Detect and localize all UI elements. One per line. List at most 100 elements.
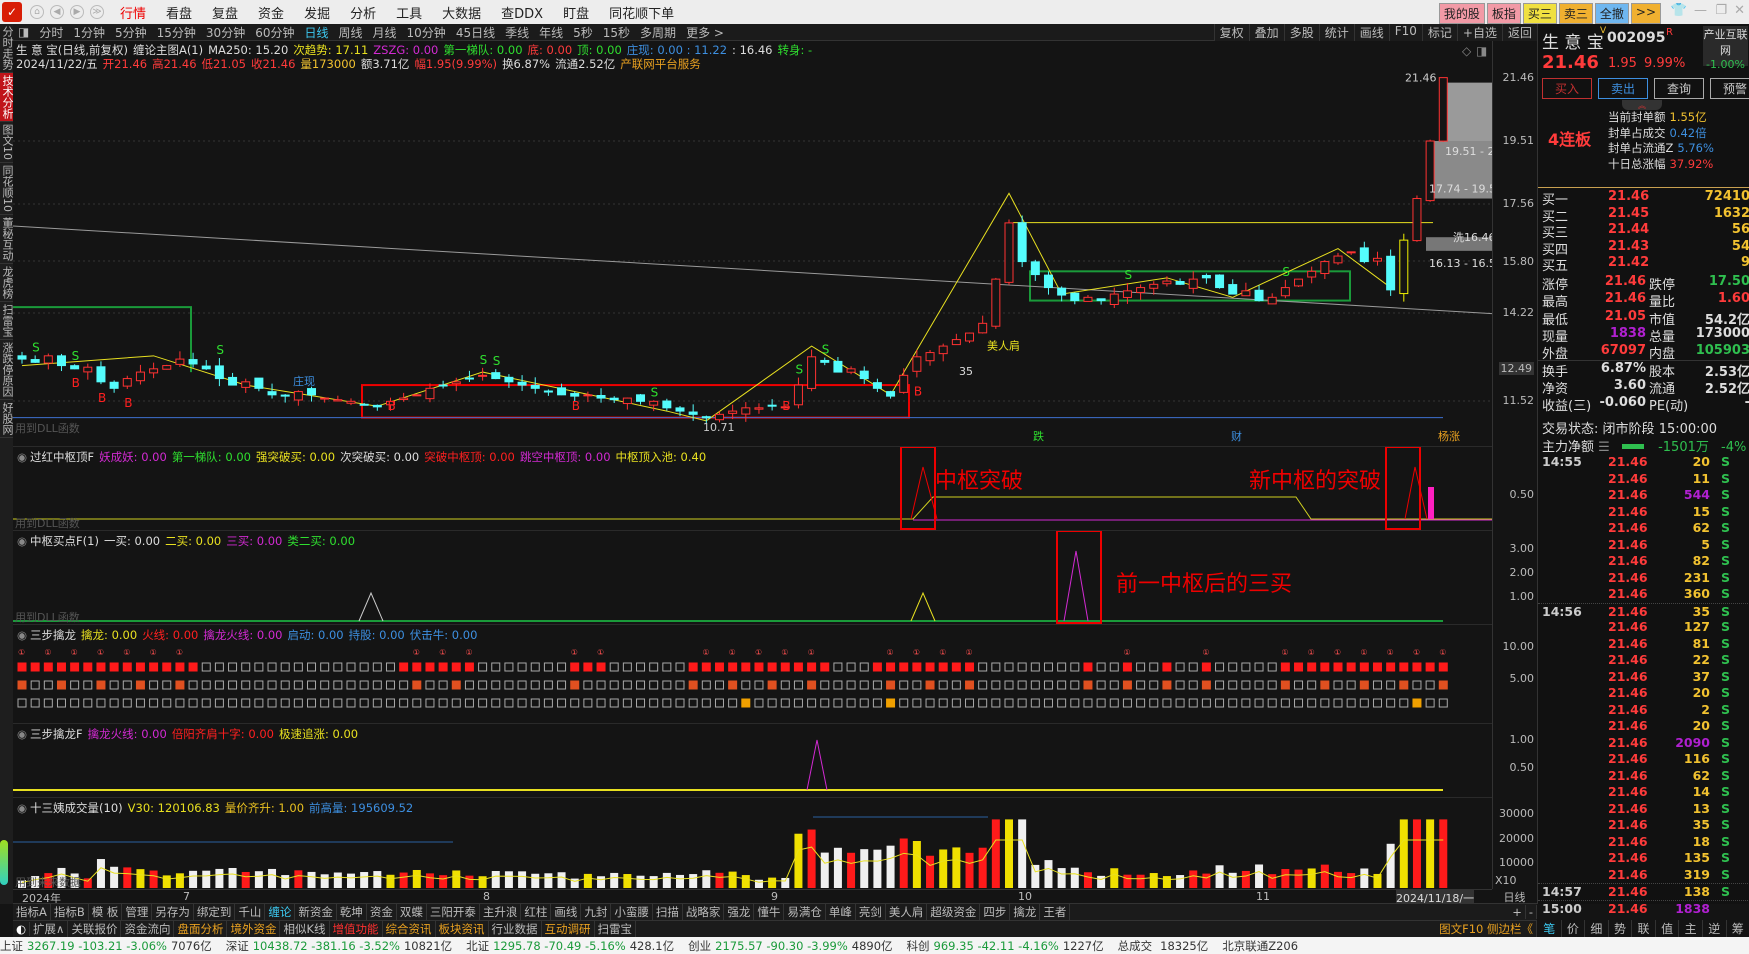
period-tab[interactable]: 年线 (539, 25, 564, 40)
indicator-tab[interactable]: 四步 (980, 904, 1011, 920)
period-tab[interactable]: 多周期 (640, 25, 677, 40)
sidebar-toggle[interactable]: 图文F10 侧边栏《 (1436, 921, 1537, 937)
indicator-tab[interactable]: 绑定到 (194, 904, 236, 920)
menu-item[interactable]: 大数据 (442, 6, 482, 22)
bid-row[interactable]: 买二 21.45 1632 (1538, 206, 1749, 225)
period-tab[interactable]: 季线 (505, 25, 530, 40)
extension-tab[interactable]: 扩展∧ (30, 921, 69, 937)
indicator-tab[interactable]: 小蛮腰 (611, 904, 653, 920)
indicator-tab[interactable]: 懂牛 (754, 904, 785, 920)
menu-item[interactable]: 分析 (350, 6, 377, 22)
extension-tab[interactable]: 扫雷宝 (595, 921, 637, 937)
side-tab[interactable]: 同花顺10 (0, 163, 14, 215)
chart-tool-button[interactable]: 复权 (1213, 24, 1249, 41)
tick-list[interactable]: 14:55 21.46 20 S 21.46 11 S 21.46 544 S 21.46 15 S 21… (1538, 454, 1749, 916)
indicator-name[interactable]: 中枢买点F(1) (30, 534, 99, 548)
quick-button[interactable]: 卖三 (1558, 3, 1593, 24)
menu-item[interactable]: 同花顺下单 (609, 6, 675, 22)
indicator-pane-zhongshu-top[interactable]: ◉ 过红中枢顶F 妖成妖: 0.00 第一梯队: 0.00 强突破买: 0.00 次突破买… (13, 446, 1492, 530)
index-quote[interactable]: 总成交 18325亿 (1118, 938, 1209, 954)
zoom-in-button[interactable]: + (1509, 905, 1526, 919)
indicator-tab[interactable]: 新资金 (295, 904, 337, 920)
extension-tab[interactable]: 关联报价 (68, 921, 122, 937)
side-tab[interactable]: 分时走势 (0, 24, 14, 73)
period-tab[interactable]: 更多 > (686, 25, 724, 40)
bid-row[interactable]: 买五 21.42 9 (1538, 255, 1749, 274)
trade-button[interactable]: 卖出 (1598, 78, 1649, 99)
index-quote[interactable]: 北证 1295.78 -70.49 -5.16% 428.1亿 (466, 938, 674, 954)
indicator-tab[interactable]: 主升浪 (480, 904, 522, 920)
detail-tab[interactable]: 价 (1562, 920, 1586, 937)
chart-tool-button[interactable]: F10 (1388, 24, 1422, 41)
extension-tab[interactable]: 资金流向 (121, 921, 175, 937)
detail-tab[interactable]: 细 (1585, 920, 1609, 937)
indicator-tab[interactable]: 超级资金 (927, 904, 981, 920)
volume-pane[interactable]: ◉ 十三姨成交量(10) V30: 120106.83 量价齐升: 1.00 前高量: … (13, 797, 1492, 889)
period-tab[interactable]: 15分钟 (156, 25, 196, 40)
collapse-icon[interactable]: ◉ (17, 450, 28, 464)
indicator-tab[interactable]: 红柱 (521, 904, 552, 920)
side-tab[interactable]: 董秘互动 (0, 215, 14, 264)
detail-tab[interactable]: 逆 (1703, 920, 1727, 937)
chart-tool-button[interactable]: 叠加 (1248, 24, 1284, 41)
indicator-tab[interactable]: 扫描 (653, 904, 683, 920)
indicator-tab[interactable]: 三阳开泰 (427, 904, 480, 920)
indicator-tab[interactable]: 王者 (1040, 904, 1071, 920)
period-tab[interactable]: 15秒 (602, 25, 631, 40)
indicator-tab[interactable]: 强龙 (724, 904, 755, 920)
indicator-tab[interactable]: 另存为 (152, 904, 194, 920)
indicator-name[interactable]: 三步擒龙 (30, 628, 77, 642)
indicator-tab[interactable]: 千山 (235, 904, 266, 920)
quick-button[interactable]: 买三 (1522, 3, 1557, 24)
dropdown-icon[interactable]: ≫ (90, 5, 104, 19)
quick-button[interactable]: 板指 (1486, 3, 1521, 24)
menu-item[interactable]: 复盘 (212, 6, 239, 22)
collapse-icon[interactable]: ◉ (17, 801, 28, 815)
panel-toggle-icon[interactable]: ◨ (1476, 44, 1488, 58)
bid-row[interactable]: 买四 21.43 54 (1538, 239, 1749, 258)
chart-tool-button[interactable]: 画线 (1353, 24, 1389, 41)
menu-item[interactable]: 工具 (396, 6, 423, 22)
extension-tab[interactable]: 盘面分析 (174, 921, 228, 937)
chart-tool-button[interactable]: +自选 (1456, 24, 1502, 41)
indicator-tab[interactable]: 指标A (13, 904, 51, 920)
quick-button[interactable]: 全撤 (1594, 3, 1629, 24)
app-logo[interactable]: ✓ (2, 2, 22, 22)
toggle-switch[interactable]: ◐ (13, 922, 31, 936)
diamond-icon[interactable]: ◇ (1462, 44, 1472, 58)
period-tab[interactable]: 5秒 (573, 25, 593, 40)
indicator-tab[interactable]: 单峰 (826, 904, 856, 920)
period-tab[interactable]: 10分钟 (406, 25, 446, 40)
side-tab[interactable]: 技术分析 (0, 73, 14, 122)
side-tab[interactable]: 好股网 (0, 400, 14, 438)
index-quote[interactable]: 科创 969.35 -42.11 -4.16% 1227亿 (907, 938, 1104, 954)
indicator-pane-sanbu-qinlong[interactable]: ◉ 三步擒龙 擒龙: 0.00 火线: 0.00 擒龙火线: 0.00 启动: 0.00 持… (13, 624, 1492, 723)
side-tab[interactable]: 龙虎榜 (0, 264, 14, 302)
collapse-icon[interactable]: ◉ (17, 534, 28, 548)
indicator-tab[interactable]: 缠论 (265, 904, 296, 920)
indicator-tab[interactable]: 双蝶 (397, 904, 427, 920)
detail-tab[interactable]: 主 (1679, 920, 1703, 937)
volume-level-slider[interactable] (0, 840, 8, 885)
indicator-tab[interactable]: 美人肩 (886, 904, 928, 920)
collapse-icon[interactable]: ◉ (17, 628, 28, 642)
skin-icon[interactable]: 👕 (1670, 3, 1687, 18)
menu-item[interactable]: 查DDX (501, 6, 544, 22)
period-tab[interactable]: 日线 (304, 25, 329, 40)
period-tab[interactable]: 分时 (39, 25, 64, 40)
restore-icon[interactable]: ❐ (1715, 3, 1727, 18)
index-quote[interactable]: 上证 3267.19 -103.21 -3.06% 7076亿 (0, 938, 212, 954)
detail-tab[interactable]: 联 (1632, 920, 1656, 937)
indicator-tab[interactable]: 指标B (51, 904, 89, 920)
collapse-icon[interactable]: ︽ (1622, 100, 1662, 110)
indicator-name[interactable]: 三步擒龙F (30, 727, 83, 741)
quick-button[interactable]: >> (1630, 3, 1661, 24)
extension-tab[interactable]: 板块资讯 (436, 921, 489, 937)
indicator-tab[interactable]: 画线 (551, 904, 582, 920)
indicator-tab[interactable]: 管理 (122, 904, 153, 920)
trade-button[interactable]: 查询 (1654, 78, 1705, 99)
sector-badge[interactable]: 产业互联网 -1.00% (1703, 26, 1748, 71)
side-tab[interactable]: 图文10 (0, 122, 14, 163)
trade-button[interactable]: 预警 (1710, 78, 1749, 99)
